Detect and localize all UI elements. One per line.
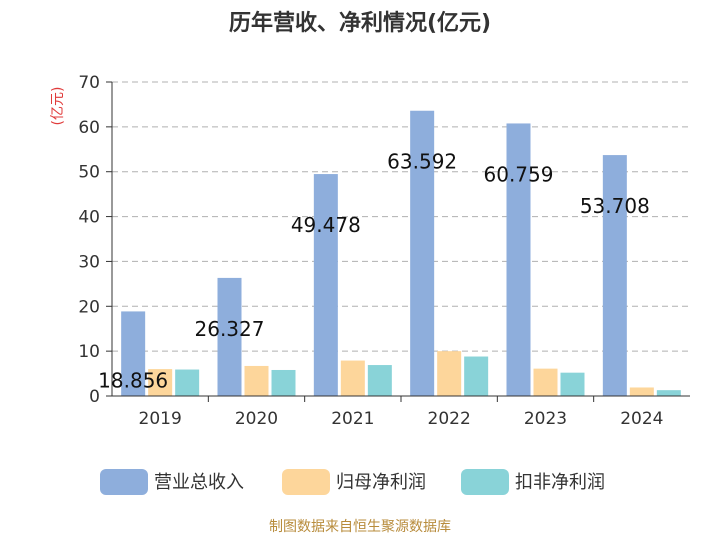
legend-swatch	[461, 469, 509, 495]
x-tick-label: 2023	[524, 409, 567, 429]
legend[interactable]: 营业总收入 归母净利润 扣非净利润	[100, 469, 605, 495]
legend-label: 扣非净利润	[515, 472, 605, 493]
legend-swatch	[282, 469, 330, 495]
bar-2019-series-1	[121, 311, 146, 396]
data-label-2019: 18.856	[98, 368, 168, 392]
x-tick-label: 2020	[235, 409, 278, 429]
x-tick-label: 2021	[331, 409, 374, 429]
data-label-2023: 60.759	[484, 162, 554, 186]
bar-2021-series-1	[313, 174, 338, 396]
data-label-2021: 49.478	[291, 213, 361, 237]
bars	[121, 110, 681, 397]
y-tick-label: 50	[78, 163, 100, 183]
y-tick-label: 20	[78, 297, 100, 317]
data-label-2024: 53.708	[580, 194, 650, 218]
y-tick-label: 40	[78, 208, 100, 228]
legend-item-2[interactable]: 归母净利润	[282, 469, 426, 495]
bar-2024-series-2	[629, 387, 654, 396]
bar-2020-series-1	[217, 277, 242, 396]
y-tick-label: 0	[89, 387, 100, 407]
y-tick-label: 30	[78, 252, 100, 272]
bar-2023-series-1	[506, 123, 531, 396]
y-axis: 0 10 20 30 40 50 60 70	[78, 73, 113, 407]
bar-2020-series-3	[271, 369, 296, 396]
legend-item-3[interactable]: 扣非净利润	[461, 469, 605, 495]
legend-swatch	[100, 469, 148, 495]
gridlines	[112, 81, 690, 352]
x-tick-label: 2024	[620, 409, 663, 429]
legend-item-1[interactable]: 营业总收入	[100, 469, 244, 495]
bar-2022-series-2	[437, 351, 462, 396]
bar-2021-series-3	[367, 365, 392, 396]
bar-2020-series-2	[244, 365, 269, 396]
y-tick-label: 70	[78, 73, 100, 93]
bar-2022-series-1	[410, 110, 435, 397]
x-axis: 2019 2020 2021 2022 2023 2024	[112, 395, 690, 429]
bar-2024-series-1	[602, 155, 627, 396]
legend-label: 归母净利润	[336, 472, 426, 493]
bar-2019-series-3	[175, 369, 200, 396]
bar-2019-series-2	[148, 369, 173, 396]
x-tick-label: 2022	[428, 409, 471, 429]
x-tick-label: 2019	[139, 409, 182, 429]
y-tick-label: 60	[78, 118, 100, 138]
data-labels: 18.856 26.327 49.478 63.592 60.759 53.708	[98, 150, 650, 393]
chart-title: 历年营收、净利情况(亿元)	[229, 10, 491, 36]
y-axis-label: (亿元)	[50, 87, 66, 126]
bar-2021-series-2	[340, 360, 365, 396]
bar-2023-series-3	[560, 372, 585, 396]
legend-label: 营业总收入	[154, 472, 244, 493]
source-note: 制图数据来自恒生聚源数据库	[269, 519, 451, 535]
bar-2024-series-3	[656, 390, 681, 396]
y-tick-label: 10	[78, 342, 100, 362]
bar-2022-series-3	[464, 356, 489, 396]
bar-2023-series-2	[533, 368, 558, 396]
data-label-2020: 26.327	[195, 317, 265, 341]
data-label-2022: 63.592	[387, 150, 457, 174]
